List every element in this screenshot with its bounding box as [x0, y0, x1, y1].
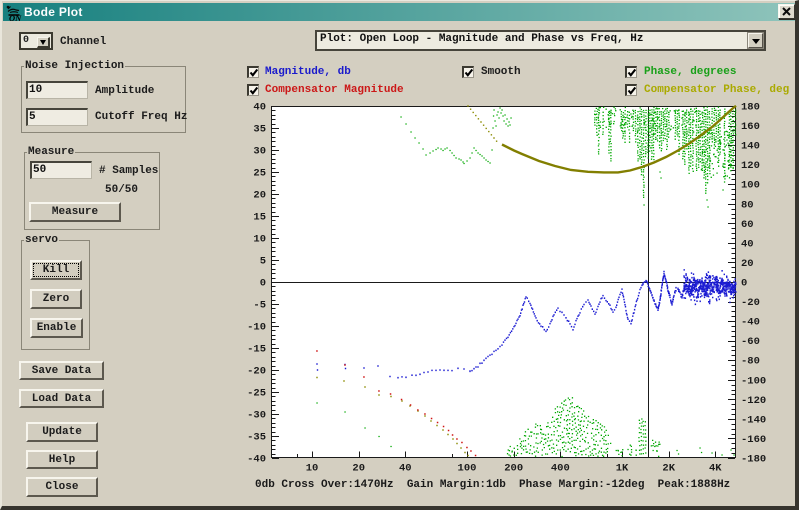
svg-text:180: 180 [741, 102, 760, 114]
svg-text:100: 100 [458, 463, 477, 475]
svg-text:0db Cross Over:1470Hz Gain Ma: 0db Cross Over:1470Hz Gain Margin:1db Ph… [255, 479, 730, 491]
svg-text:160: 160 [741, 121, 760, 133]
svg-text:-15: -15 [247, 344, 266, 356]
svg-text:0: 0 [741, 278, 747, 290]
svg-text:-35: -35 [247, 432, 266, 444]
svg-text:20: 20 [352, 463, 365, 475]
svg-text:-80: -80 [741, 356, 760, 368]
svg-text:-5: -5 [253, 300, 266, 312]
svg-text:ON: ON [9, 13, 22, 21]
svg-text:120: 120 [741, 160, 760, 172]
svg-text:0: 0 [260, 278, 266, 290]
svg-text:5: 5 [260, 256, 266, 268]
svg-text:30: 30 [253, 146, 266, 158]
svg-text:400: 400 [551, 463, 570, 475]
svg-text:60: 60 [741, 219, 754, 231]
svg-text:-10: -10 [247, 322, 266, 334]
svg-text:20: 20 [253, 190, 266, 202]
svg-text:-30: -30 [247, 410, 266, 422]
svg-text:-140: -140 [741, 414, 766, 426]
svg-text:-40: -40 [247, 454, 266, 466]
svg-text:10: 10 [306, 463, 319, 475]
svg-text:-60: -60 [741, 336, 760, 348]
svg-text:100: 100 [741, 180, 760, 192]
svg-text:35: 35 [253, 124, 266, 136]
svg-text:-25: -25 [247, 388, 266, 400]
svg-text:40: 40 [741, 238, 754, 250]
svg-text:4K: 4K [709, 463, 722, 475]
svg-text:10: 10 [253, 234, 266, 246]
svg-text:200: 200 [504, 463, 523, 475]
svg-text:40: 40 [399, 463, 412, 475]
svg-text:-20: -20 [741, 297, 760, 309]
svg-text:-180: -180 [741, 454, 766, 466]
svg-text:-120: -120 [741, 395, 766, 407]
svg-text:20: 20 [741, 258, 754, 270]
svg-text:-40: -40 [741, 317, 760, 329]
svg-text:-160: -160 [741, 434, 766, 446]
svg-text:80: 80 [741, 199, 754, 211]
svg-text:-20: -20 [247, 366, 266, 378]
svg-text:-100: -100 [741, 375, 766, 387]
svg-text:2K: 2K [662, 463, 675, 475]
svg-text:140: 140 [741, 141, 760, 153]
svg-text:15: 15 [253, 212, 266, 224]
svg-text:1K: 1K [616, 463, 629, 475]
svg-text:25: 25 [253, 168, 266, 180]
svg-text:40: 40 [253, 102, 266, 114]
